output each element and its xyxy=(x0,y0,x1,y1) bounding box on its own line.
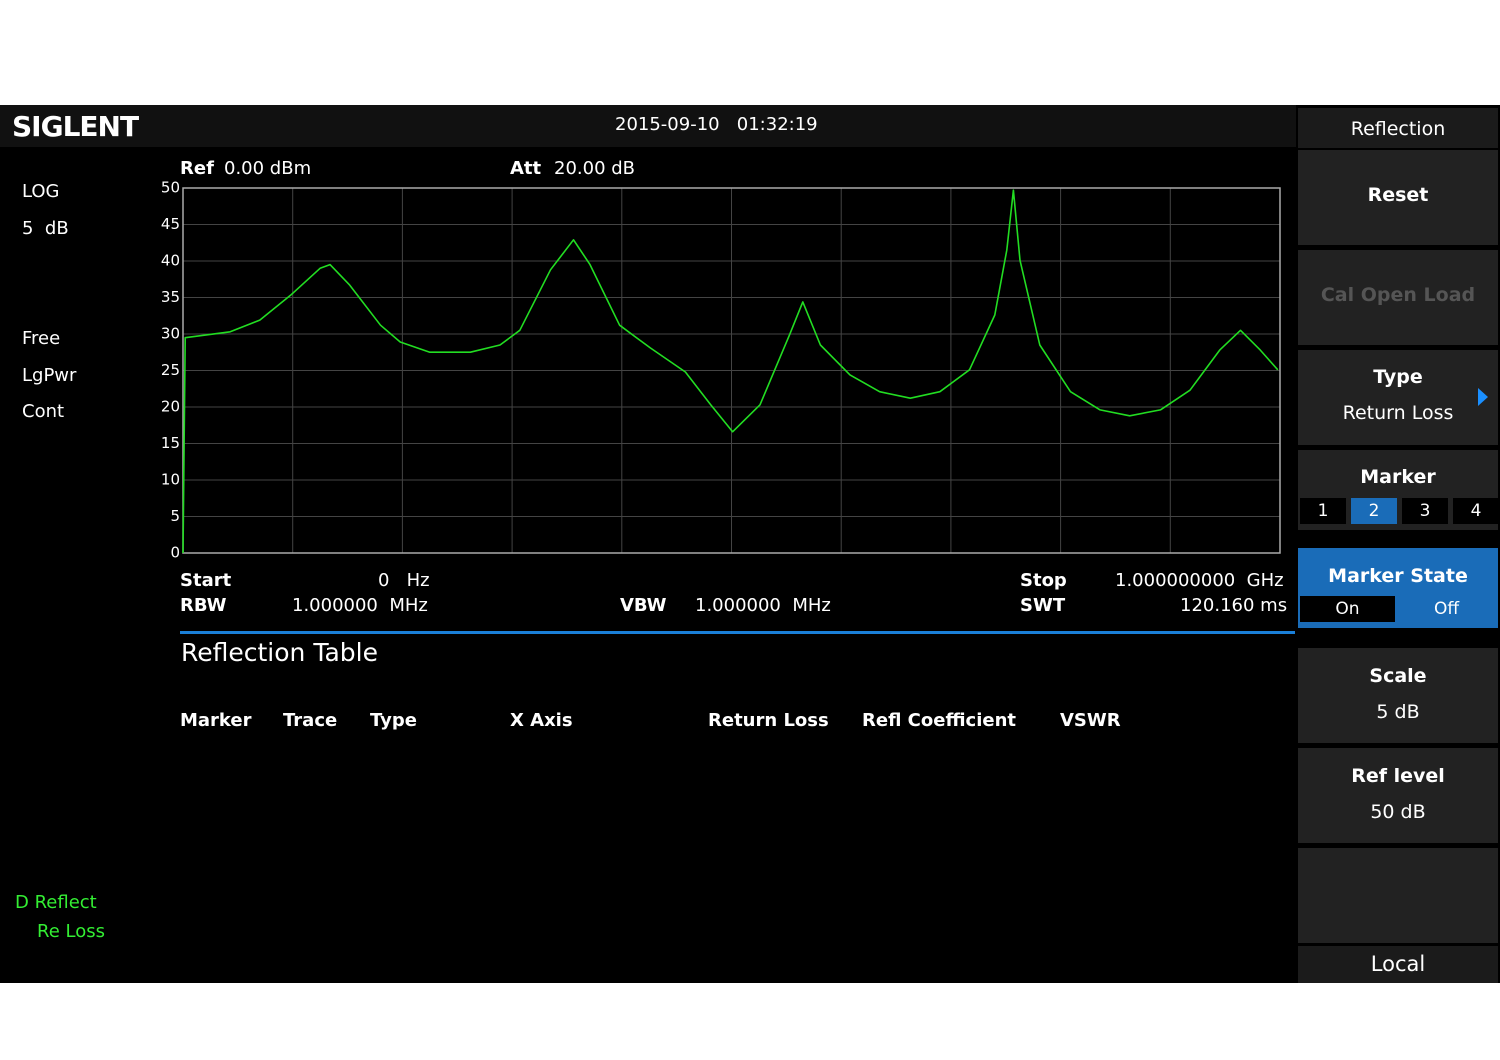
option[interactable]: 4 xyxy=(1453,498,1499,524)
trace-info: Re Loss xyxy=(37,921,105,942)
rbw-label: RBW xyxy=(180,595,227,616)
cal-button[interactable]: Cal Open Load xyxy=(1298,250,1498,345)
column-header: Trace xyxy=(283,710,338,731)
att-value: 20.00 dB xyxy=(554,158,636,179)
y-tick-label: 45 xyxy=(161,215,180,233)
stop-label: Stop xyxy=(1020,570,1067,591)
stop-value: 1.000000000 GHz xyxy=(1115,570,1284,591)
button-label: Local xyxy=(1370,952,1426,976)
option[interactable]: On xyxy=(1300,596,1395,622)
swt-value: 120.160 ms xyxy=(1180,595,1288,616)
start-value: 0 Hz xyxy=(378,570,430,591)
detector: LgPwr xyxy=(22,365,77,386)
top-bar xyxy=(0,105,1296,147)
reset-button[interactable]: Reset xyxy=(1298,150,1498,245)
att-label: Att xyxy=(510,158,542,179)
empty-button xyxy=(1298,848,1498,943)
menu-title: Reflection xyxy=(1298,108,1498,148)
chart: 0 5 10 15 20 25 30 35 40 45 50 xyxy=(161,179,1281,562)
type-button[interactable]: Type Return Loss xyxy=(1298,350,1498,445)
y-tick-label: 0 xyxy=(170,544,180,562)
column-header: VSWR xyxy=(1060,710,1121,731)
ref-level-button[interactable]: Ref level 50 dB xyxy=(1298,748,1498,843)
button-label: Ref level xyxy=(1351,765,1445,787)
trigger: Free xyxy=(22,328,61,349)
arrow xyxy=(1478,388,1488,406)
y-tick-label: 25 xyxy=(161,361,180,379)
ref-value: 0.00 dBm xyxy=(224,158,312,179)
column-header: Return Loss xyxy=(708,710,829,731)
button-label: Marker xyxy=(1360,466,1436,488)
column-header: Marker xyxy=(180,710,252,731)
datetime: 2015-09-10 01:32:19 xyxy=(615,114,818,135)
plot-frame xyxy=(182,187,1281,554)
option[interactable]: 3 xyxy=(1402,498,1448,524)
column-header: Refl Coefficient xyxy=(862,710,1017,731)
menu-title-text: Reflection xyxy=(1350,118,1446,140)
button-value: Return Loss xyxy=(1342,402,1454,424)
rbw-value: 1.000000 MHz xyxy=(292,595,428,616)
trace xyxy=(182,189,1279,554)
divider xyxy=(180,631,1295,634)
y-tick-label: 15 xyxy=(161,434,180,452)
column-header: Type xyxy=(370,710,417,731)
option[interactable]: 1 xyxy=(1300,498,1346,524)
button-label: Reset xyxy=(1367,184,1429,206)
column-header: X Axis xyxy=(510,710,573,731)
local-button[interactable]: Local xyxy=(1298,946,1498,983)
table-title: Reflection Table xyxy=(181,638,378,667)
y-tick-label: 5 xyxy=(170,507,180,525)
scale-div: 5 dB xyxy=(22,218,69,239)
y-tick-label: 40 xyxy=(161,252,180,270)
y-tick-label: 30 xyxy=(161,325,180,343)
y-tick-label: 35 xyxy=(161,288,180,306)
logo: SIGLENT xyxy=(12,110,139,143)
swt-label: SWT xyxy=(1020,595,1066,616)
button-label: Marker State xyxy=(1328,565,1468,587)
button-label: Scale xyxy=(1369,665,1427,687)
button-value: 5 dB xyxy=(1376,701,1420,723)
option[interactable]: Off xyxy=(1399,596,1494,622)
ref-label: Ref xyxy=(180,158,214,179)
marker-state-button[interactable]: Marker State On Off xyxy=(1298,548,1498,628)
scale-type: LOG xyxy=(22,181,60,202)
option[interactable]: 2 xyxy=(1351,498,1397,524)
start-label: Start xyxy=(180,570,232,591)
y-tick-label: 50 xyxy=(161,179,180,197)
scale-button[interactable]: Scale 5 dB xyxy=(1298,648,1498,743)
button-label: Type xyxy=(1373,366,1423,388)
y-tick-label: 10 xyxy=(161,471,180,489)
trace-info: D Reflect xyxy=(15,892,97,913)
y-tick-label: 20 xyxy=(161,398,180,416)
screen xyxy=(0,105,1500,983)
vbw-value: 1.000000 MHz xyxy=(695,595,831,616)
vbw-label: VBW xyxy=(620,595,667,616)
button-label: Cal Open Load xyxy=(1320,284,1476,306)
button-value: 50 dB xyxy=(1370,801,1426,823)
sweep: Cont xyxy=(22,401,65,422)
